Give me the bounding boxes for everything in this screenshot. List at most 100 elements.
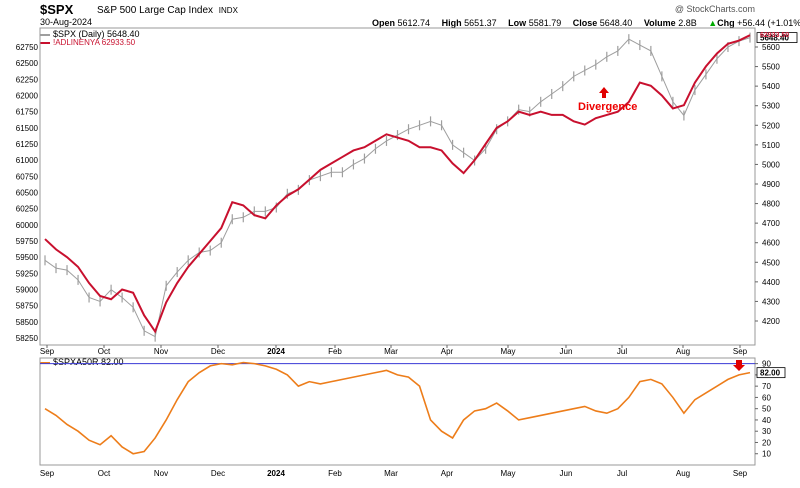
open-label: Open [372,18,396,28]
osc-last-tag [756,367,786,379]
spx-line [44,37,751,338]
right-axis-tick: 5400 [762,82,780,91]
left-axis-tick: 59750 [16,237,39,246]
left-axis-tick: 60250 [16,205,39,214]
x-label-top: Nov [154,347,168,356]
divergence-arrow-icon [599,87,609,98]
left-axis-tick: 58250 [16,334,39,343]
adline-swatch [40,41,50,44]
close-label: Close [572,18,598,28]
right-axis-tick: 5200 [762,121,780,130]
left-axis-tick: 62000 [16,92,39,101]
x-label-bottom: Mar [384,469,398,478]
x-label-bottom: Jul [617,469,627,478]
right-axis-tick: 5100 [762,141,780,150]
symbol-label: $SPX [40,2,74,17]
left-axis-tick: 62250 [16,75,39,84]
spx-last-value: 5648.40 [760,34,789,43]
right-axis-tick: 5300 [762,102,780,111]
left-axis-tick: 61750 [16,108,39,117]
high-label: High [441,18,462,28]
lower-swatch [40,361,50,364]
osc-last-value: 82.00 [760,369,781,378]
open-value: 5612.74 [397,18,431,28]
legend-lower: $SPXA50R 82.00 [40,357,124,367]
volume-label: Volume [643,18,676,28]
oscillator-panel-frame [39,357,756,466]
oscillator-line [44,361,751,455]
osc-axis-tick: 30 [762,427,771,436]
right-axis-tick: 5000 [762,160,780,169]
legend-adline-text: !ADLINENYA 62933.50 [53,38,136,47]
left-axis-tick: 58500 [16,318,39,327]
x-label-bottom: Sep [40,469,55,478]
x-label-top: Jun [560,347,573,356]
left-axis-tick: 58750 [16,302,39,311]
left-axis-tick: 61250 [16,140,39,149]
x-label-bottom: Aug [676,469,690,478]
x-label-bottom: Apr [441,469,454,478]
chg-value: +56.44 (+1.01%) [737,18,800,28]
chart-header: $SPX S&P 500 Large Cap Index INDX 30-Aug… [0,0,800,30]
change-arrow-icon: ▲ [708,18,718,28]
right-axis-tick: 5600 [762,43,780,52]
x-label-top: Oct [98,347,111,356]
x-label-bottom: Nov [154,469,168,478]
ohlc-readout: Open 5612.74 High 5651.37 Low 5581.79 Cl… [372,18,800,28]
right-axis-tick: 4700 [762,219,780,228]
left-axis-tick: 59500 [16,253,39,262]
legend-price-text: $SPX (Daily) 5648.40 [53,29,140,39]
legend-lower-text: $SPXA50R 82.00 [53,357,124,367]
symbol-description: S&P 500 Large Cap Index INDX [97,5,238,16]
legend-adline: !ADLINENYA 62933.50 [40,38,135,47]
x-label-bottom: Dec [211,469,225,478]
x-label-top: Aug [676,347,690,356]
down-arrow-icon [733,360,745,371]
close-value: 5648.40 [599,18,633,28]
left-axis-tick: 60750 [16,172,39,181]
description-text: S&P 500 Large Cap Index [97,5,214,16]
exchange-text: INDX [218,6,238,15]
legend-price: $SPX (Daily) 5648.40 [40,29,140,39]
right-axis-tick: 4400 [762,278,780,287]
x-label-bottom: Oct [98,469,111,478]
x-label-bottom: 2024 [267,469,285,478]
left-axis-tick: 59000 [16,286,39,295]
right-axis-tick: 4900 [762,180,780,189]
x-label-bottom: Feb [328,469,342,478]
adline-last-value: 62933.50 [760,32,789,39]
x-label-top: Dec [211,347,225,356]
osc-axis-tick: 20 [762,438,771,447]
x-label-bottom: Sep [733,469,748,478]
right-axis-tick: 4300 [762,297,780,306]
x-label-top: Sep [733,347,748,356]
low-label: Low [508,18,527,28]
osc-axis-tick: 60 [762,393,771,402]
low-value: 5581.79 [528,18,562,28]
chg-label: Chg [717,18,735,28]
left-axis-tick: 61000 [16,156,39,165]
spx-last-tag [756,32,798,44]
divergence-annotation: Divergence [578,101,638,113]
left-axis-tick: 59250 [16,269,39,278]
brand-watermark: @ StockCharts.com [674,4,755,14]
left-axis-tick: 60500 [16,189,39,198]
left-axis-tick: 62750 [16,43,39,52]
right-axis-tick: 4200 [762,317,780,326]
osc-axis-tick: 90 [762,360,771,369]
x-label-bottom: May [500,469,515,478]
price-swatch [40,33,50,36]
x-label-top: Jul [617,347,627,356]
osc-axis-tick: 70 [762,382,771,391]
right-axis-tick: 4800 [762,200,780,209]
x-label-top: May [500,347,515,356]
left-axis-tick: 60000 [16,221,39,230]
right-axis-tick: 5500 [762,63,780,72]
osc-axis-tick: 10 [762,450,771,459]
right-axis-tick: 4500 [762,258,780,267]
high-value: 5651.37 [464,18,497,28]
x-label-top: Apr [441,347,454,356]
left-axis-tick: 62500 [16,59,39,68]
volume-value: 2.8B [678,18,697,28]
